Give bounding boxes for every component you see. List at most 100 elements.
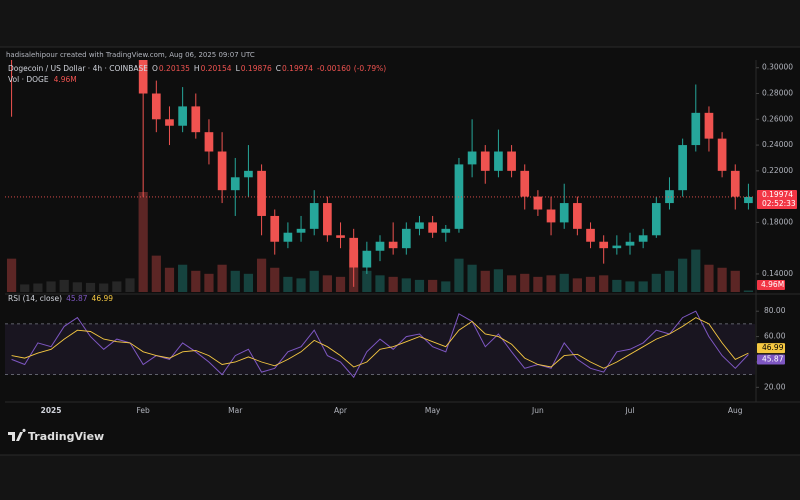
volume-bar <box>467 264 477 292</box>
candle-body <box>599 241 609 249</box>
volume-bar <box>99 283 109 292</box>
volume-bar <box>691 249 701 292</box>
x-tick-label: Apr <box>334 406 348 415</box>
rsi-value-box <box>757 343 785 354</box>
candle-body <box>704 112 714 139</box>
rsi-value-label: 45.87 <box>762 355 784 364</box>
candle-body <box>257 170 266 216</box>
volume-bar <box>704 264 714 292</box>
volume-bar <box>6 258 17 292</box>
rsi-value-label: 46.99 <box>762 343 784 352</box>
rsi-y-tick-label: 80.00 <box>764 306 786 315</box>
rsi-line <box>11 310 749 379</box>
candle-body <box>717 138 727 171</box>
candle-body <box>191 106 201 133</box>
volume-bar <box>217 264 227 292</box>
volume-bar <box>125 278 135 292</box>
rsi-line <box>11 317 749 369</box>
volume-bar <box>717 267 727 292</box>
volume-bar <box>428 279 438 292</box>
candle-body <box>204 132 214 152</box>
volume-name: Vol · DOGE <box>8 75 49 84</box>
candle-body <box>520 170 530 197</box>
volume-bar <box>296 278 306 292</box>
volume-bar <box>164 267 175 292</box>
candle-body <box>441 228 451 233</box>
countdown: 02:52:33 <box>762 199 796 208</box>
price-pane <box>6 60 754 292</box>
candle-body <box>415 222 424 229</box>
chart-background <box>0 47 800 455</box>
volume-bar <box>612 279 622 292</box>
candle-body <box>678 145 687 191</box>
y-tick-label: 0.14000 <box>762 269 793 278</box>
volume-bar <box>678 258 688 292</box>
candle-body <box>586 228 595 242</box>
candle-body <box>428 222 437 233</box>
candle-body <box>296 228 306 233</box>
candle-body <box>151 93 161 120</box>
ohlc-value: 0.20154 <box>201 64 232 73</box>
last-price-box <box>757 189 797 209</box>
volume-bar <box>256 258 267 292</box>
candle-body <box>138 60 148 94</box>
volume-bar <box>506 275 517 292</box>
volume-bar <box>362 270 372 292</box>
volume-bar <box>112 281 122 292</box>
y-tick-label: 0.18000 <box>762 217 793 226</box>
volume-bar <box>270 267 280 292</box>
logo-text: TradingView <box>28 430 104 443</box>
candle-body <box>309 203 319 229</box>
rsi-legend: RSI (14, close) 45.87 46.99 <box>8 294 113 303</box>
x-tick-label: May <box>425 406 441 415</box>
candle-body <box>691 112 701 146</box>
volume-bar <box>533 276 543 292</box>
volume-value: 4.96M <box>54 75 77 84</box>
volume-bar <box>559 273 569 292</box>
ohlc-value: 0.20135 <box>159 64 190 73</box>
candle-body <box>507 151 516 171</box>
volume-label: 4.96M <box>761 280 784 289</box>
volume-bar <box>230 270 240 292</box>
y-tick-label: 0.28000 <box>762 89 793 98</box>
x-tick-label: Aug <box>728 406 743 415</box>
candle-body <box>744 196 753 204</box>
volume-bar <box>178 264 188 292</box>
candle-body <box>573 203 582 229</box>
symbol-name: Dogecoin / US Dollar · 4h · COINBASE <box>8 64 148 73</box>
volume-bar <box>388 276 398 292</box>
candle-body <box>494 151 503 171</box>
rsi-value: 46.99 <box>92 294 114 303</box>
rsi-value-box <box>757 354 785 365</box>
candle-body <box>270 215 280 242</box>
ohlc-label: C <box>276 64 281 73</box>
candle-body <box>730 170 740 197</box>
volume-bar <box>33 283 43 292</box>
candle-body <box>217 151 227 191</box>
volume-bar <box>191 270 201 292</box>
rsi-value: 45.87 <box>66 294 88 303</box>
rsi-title: RSI (14, close) <box>8 294 62 303</box>
y-tick-label: 0.30000 <box>762 63 793 72</box>
y-tick-label: 0.22000 <box>762 166 793 175</box>
change-percent: (-0.79%) <box>354 64 386 73</box>
candle-body <box>612 245 622 249</box>
candle-body <box>362 250 372 268</box>
volume-bar <box>414 279 425 292</box>
candle-body <box>401 228 411 249</box>
candle-body <box>467 151 477 165</box>
volume-bar <box>480 270 490 292</box>
candle-body <box>625 241 635 246</box>
candle-body <box>349 237 359 268</box>
candle-body <box>178 106 187 126</box>
logo: TradingView <box>8 428 104 443</box>
volume-bar <box>243 273 254 292</box>
candle-body <box>230 177 240 191</box>
candle-body <box>323 203 332 236</box>
volume-bar <box>322 275 332 292</box>
x-tick-label: Feb <box>137 406 151 415</box>
volume-legend: Vol · DOGE 4.96M <box>8 75 77 84</box>
ohlc-value: 0.19876 <box>241 64 272 73</box>
candle-body <box>638 235 648 242</box>
